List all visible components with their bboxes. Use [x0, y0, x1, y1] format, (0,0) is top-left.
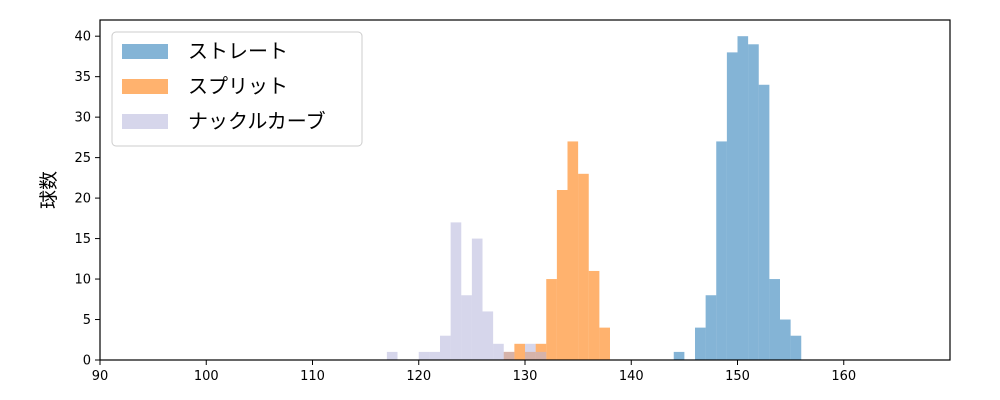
bar-series-0-bin-147 — [705, 295, 717, 360]
bar-series-1-bin-135 — [578, 173, 589, 360]
bar-series-2-bin-123 — [450, 222, 462, 360]
bar-series-2-bin-127 — [493, 343, 504, 360]
bar-series-0-bin-152 — [758, 84, 770, 360]
bars-layer — [386, 36, 802, 361]
bar-series-0-bin-154 — [780, 319, 791, 360]
bar-series-0-bin-146 — [695, 327, 706, 360]
x-tick-label: 130 — [513, 369, 538, 384]
x-tick-label: 90 — [92, 369, 109, 384]
y-tick-label: 30 — [74, 111, 91, 126]
y-tick-label: 40 — [74, 30, 91, 45]
bar-series-0-bin-153 — [769, 279, 780, 360]
legend-swatch — [122, 79, 168, 94]
y-tick-label: 15 — [74, 232, 91, 247]
bar-series-0-bin-155 — [790, 335, 802, 360]
bar-series-0-bin-151 — [748, 44, 759, 361]
bar-series-1-bin-132 — [546, 279, 557, 360]
legend-swatch — [122, 44, 168, 59]
bar-series-2-bin-117 — [386, 351, 398, 360]
y-tick-label: 35 — [74, 70, 91, 85]
legend-label: ナックルカーブ — [188, 109, 326, 133]
legend-label: スプリット — [188, 74, 288, 98]
x-tick-label: 100 — [194, 369, 219, 384]
y-tick-label: 0 — [83, 354, 91, 369]
bar-series-2-bin-126 — [482, 311, 494, 360]
bar-series-1-bin-129 — [514, 343, 525, 360]
x-tick-label: 140 — [619, 369, 644, 384]
bar-series-1-bin-133 — [556, 190, 568, 360]
x-tick-label: 150 — [725, 369, 750, 384]
bar-series-1-bin-134 — [567, 141, 579, 360]
bar-series-0-bin-149 — [726, 52, 738, 360]
legend-box — [111, 31, 363, 147]
bar-series-2-bin-128 — [503, 351, 515, 360]
x-tick-label: 110 — [300, 369, 325, 384]
legend-swatch — [122, 114, 168, 129]
bar-series-0-bin-150 — [737, 36, 749, 360]
y-axis: 0 5 10 15 20 25 30 35 40 — [74, 30, 100, 369]
bar-series-0-bin-144 — [673, 351, 685, 360]
x-axis: 90 100 110 120 130 140 150 160 — [92, 360, 856, 384]
y-tick-label: 25 — [74, 151, 91, 166]
x-tick-label: 120 — [406, 369, 431, 384]
y-axis-label: 球数 — [38, 171, 60, 209]
bar-series-2-bin-130 — [525, 343, 536, 360]
bar-series-2-bin-125 — [471, 238, 483, 360]
bar-series-2-bin-120 — [418, 351, 430, 360]
bar-series-1-bin-136 — [588, 270, 600, 360]
x-tick-label: 160 — [831, 369, 856, 384]
bar-series-0-bin-148 — [716, 141, 727, 360]
legend-label: ストレート — [188, 39, 288, 63]
bar-series-2-bin-122 — [440, 335, 451, 360]
y-tick-label: 20 — [74, 192, 91, 207]
y-tick-label: 10 — [74, 273, 91, 288]
bar-series-2-bin-121 — [429, 351, 440, 360]
y-tick-label: 5 — [83, 313, 91, 328]
bar-series-2-bin-131 — [535, 351, 547, 360]
bar-series-2-bin-124 — [461, 295, 472, 360]
bar-series-1-bin-137 — [599, 327, 610, 360]
